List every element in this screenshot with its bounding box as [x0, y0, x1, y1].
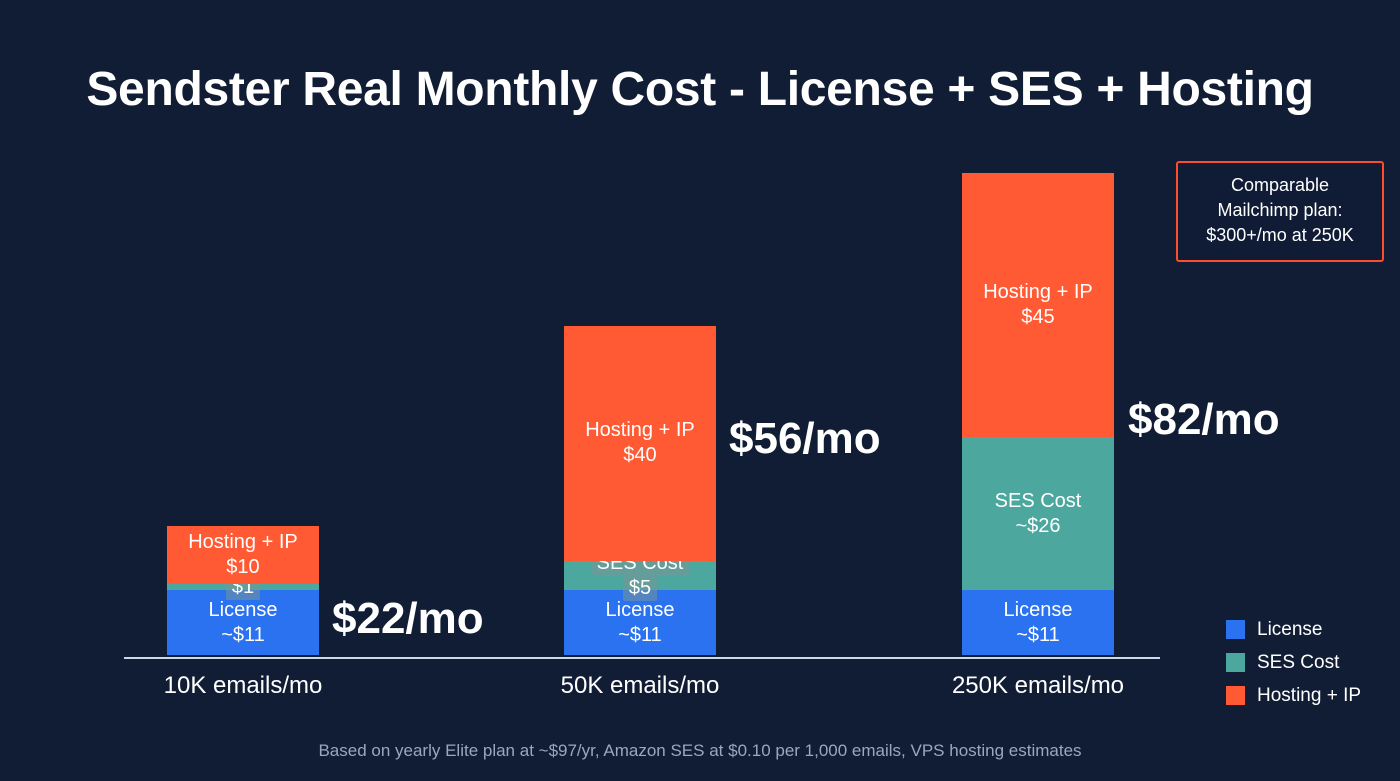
segment-ses-cost: SES Cost ~$26: [962, 437, 1114, 591]
category-label: 250K emails/mo: [951, 672, 1125, 699]
legend-swatch-icon: [1226, 620, 1245, 639]
segment-value: ~$11: [1016, 623, 1060, 646]
legend-item-license[interactable]: License: [1226, 613, 1361, 646]
category-label: 10K emails/mo: [163, 672, 323, 699]
segment-ses-cost: SES Cost $5: [564, 550, 716, 601]
segment-license: License ~$11: [564, 590, 716, 655]
segment-value: ~$11: [618, 623, 662, 646]
segment-hosting-ip: Hosting + IP $40: [564, 325, 716, 561]
legend-label: License: [1257, 618, 1323, 640]
segment-name: Hosting + IP: [188, 531, 298, 554]
chart-title: Sendster Real Monthly Cost - License + S…: [86, 63, 1314, 116]
legend-label: Hosting + IP: [1257, 684, 1362, 706]
segment-hosting-ip: Hosting + IP $10: [167, 525, 319, 585]
mailchimp-comparison-callout: Comparable Mailchimp plan: $300+/mo at 2…: [1176, 161, 1384, 262]
category-label: 50K emails/mo: [560, 672, 720, 699]
legend-label: SES Cost: [1257, 651, 1340, 673]
x-axis-line: [124, 657, 1160, 659]
segment-name: SES Cost: [994, 489, 1082, 512]
legend-swatch-icon: [1226, 653, 1245, 672]
segment-license: License ~$11: [167, 590, 319, 655]
legend-item-hosting-ip[interactable]: Hosting + IP: [1226, 679, 1361, 712]
callout-line-1: Comparable: [1230, 175, 1330, 195]
chart-legend: License SES Cost Hosting + IP: [1226, 613, 1361, 712]
segment-name: Hosting + IP: [983, 281, 1093, 304]
bar-total-label: $56/mo: [729, 413, 881, 463]
legend-item-ses-cost[interactable]: SES Cost: [1226, 646, 1361, 679]
segment-name: Hosting + IP: [585, 419, 695, 442]
callout-line-2: Mailchimp plan:: [1217, 200, 1343, 220]
segment-license: License ~$11: [962, 590, 1114, 655]
segment-value: ~$26: [1015, 514, 1061, 537]
segment-name: License: [1003, 598, 1073, 621]
bar-total-label: $82/mo: [1128, 394, 1280, 444]
callout-line-3: $300+/mo at 250K: [1206, 225, 1354, 245]
segment-name: License: [208, 598, 278, 621]
segment-value: $40: [623, 444, 657, 467]
segment-name: License: [605, 598, 675, 621]
segment-value: $5: [622, 575, 658, 601]
chart-footnote: Based on yearly Elite plan at ~$97/yr, A…: [318, 741, 1082, 760]
segment-hosting-ip: Hosting + IP $45: [962, 172, 1114, 438]
legend-swatch-icon: [1226, 686, 1245, 705]
bar-total-label: $22/mo: [332, 593, 484, 643]
segment-ses-cost: $1: [167, 574, 319, 600]
segment-value: $45: [1021, 306, 1055, 329]
segment-value: $10: [226, 556, 260, 579]
segment-value: ~$11: [221, 623, 265, 646]
